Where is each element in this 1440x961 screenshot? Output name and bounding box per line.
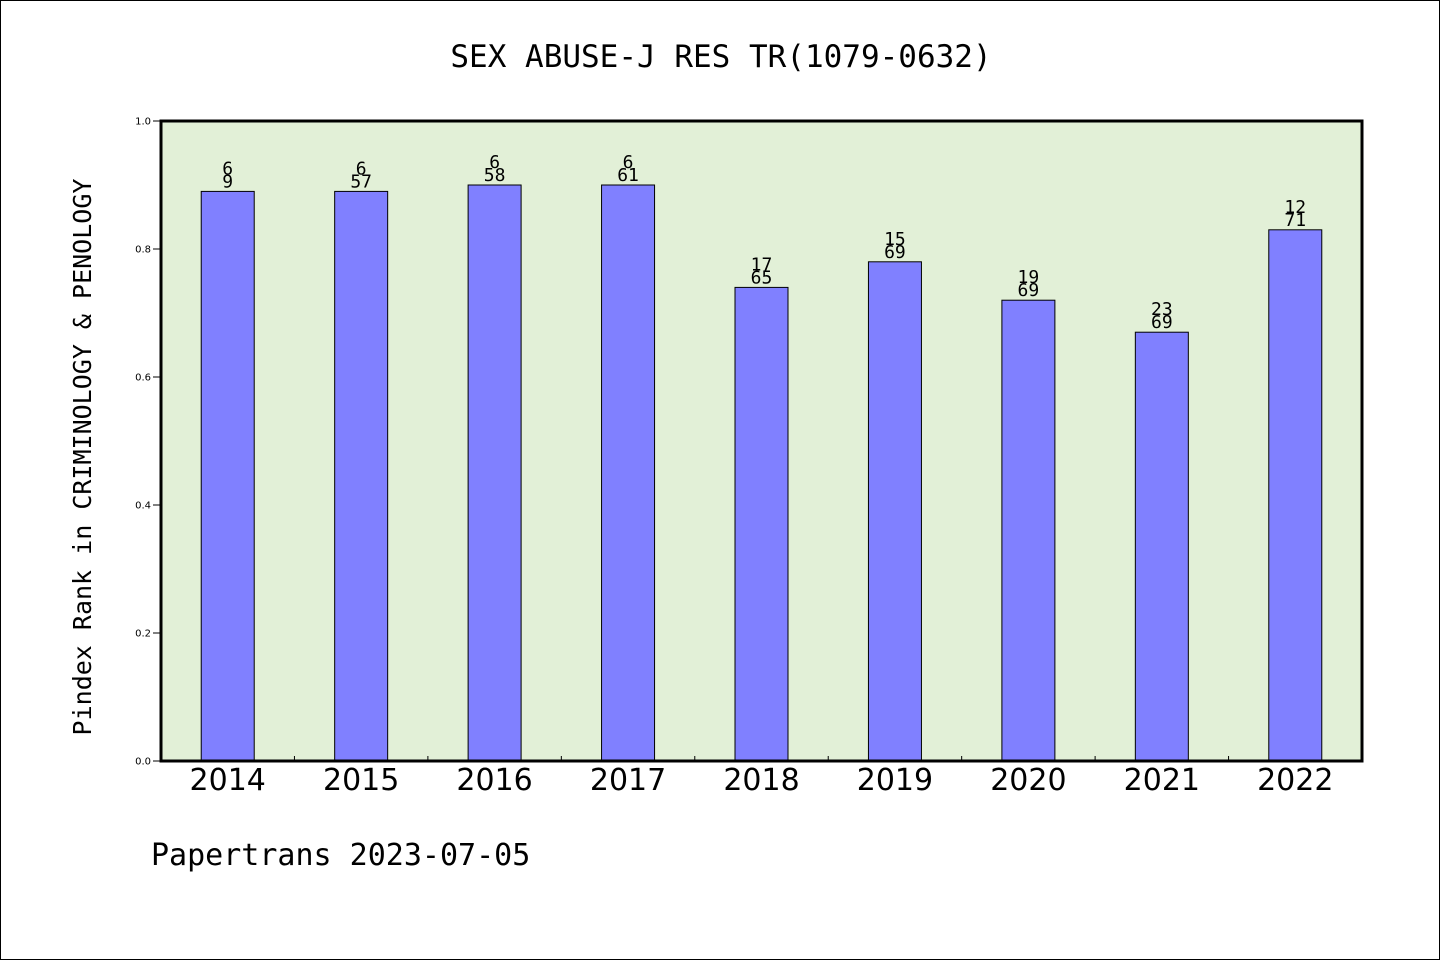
x-tick-label: 2020 [990,763,1066,798]
y-axis-label: Pindex Rank in CRIMINOLOGY & PENOLOGY [68,179,97,736]
bar-label-rank: 6 [489,152,500,173]
x-tick-label: 2016 [456,763,532,798]
bar-2018 [734,286,789,762]
bar-label-total: 58 [484,165,506,186]
bar-label-rank: 6 [222,158,233,179]
x-tick-label: 2021 [1124,763,1200,798]
bar-label-total: 69 [1151,312,1173,333]
y-axis: 0.0 0.2 0.4 0.6 0.8 1.0 [135,117,161,768]
bar-label-rank: 23 [1151,299,1173,320]
bar-label-total: 69 [1018,280,1040,301]
bar-label-rank: 12 [1284,197,1306,218]
y-tick-label: 0.8 [135,245,151,256]
bar-label-rank: 19 [1018,267,1040,288]
bar-2016 [467,184,522,762]
bar-2014 [200,190,255,762]
bar-label-total: 61 [617,165,639,186]
x-tick-label: 2022 [1257,763,1333,798]
y-tick-label: 0.6 [135,373,151,384]
bar-2019 [867,261,922,762]
y-tick-label: 0.0 [135,757,151,768]
credit-text: Papertrans 2023-07-05 [151,838,530,873]
bar-label-total: 65 [751,267,773,288]
bar-label-rank: 6 [623,152,634,173]
x-tick-label: 2017 [590,763,666,798]
plot-border [159,119,1364,763]
chart-title: SEX ABUSE-J RES TR(1079-0632) [450,39,991,75]
bar-2022 [1268,229,1323,762]
y-tick-label: 0.4 [135,501,151,512]
bar-label-rank: 15 [884,229,906,250]
x-tick-label: 2014 [190,763,266,798]
x-axis: 2014 2015 2016 2017 2018 2019 2020 2021 2022 [190,756,1333,798]
x-tick-label: 2019 [857,763,933,798]
bar-label-rank: 6 [356,158,367,179]
bar-label-total: 71 [1284,210,1306,231]
bar-2021 [1134,331,1189,762]
bar-2017 [601,184,656,762]
bar-label-total: 69 [884,242,906,263]
x-tick-label: 2015 [323,763,399,798]
bars-group [200,184,1323,762]
bar-label-total: 9 [222,171,233,192]
bar-2015 [334,190,389,762]
bar-label-rank: 17 [751,254,773,275]
bar-label-total: 57 [350,171,372,192]
y-tick-label: 1.0 [135,117,151,128]
y-tick-label: 0.2 [135,629,151,640]
x-tick-label: 2018 [723,763,799,798]
bar-2020 [1001,299,1056,762]
